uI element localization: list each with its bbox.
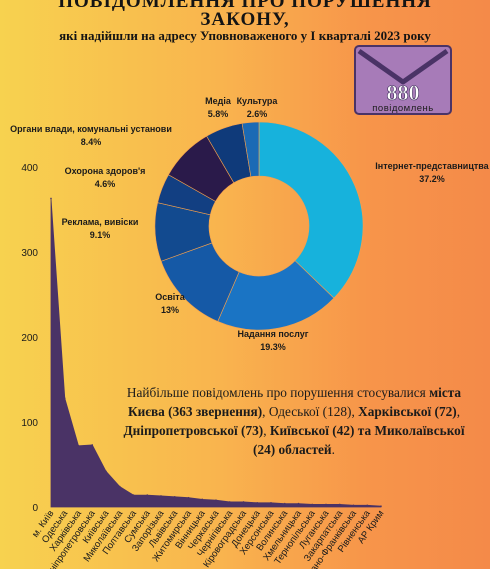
summary-part: . (331, 442, 335, 457)
page-title-line2: ЗАКОНУ, (200, 9, 290, 30)
donut-chart (154, 121, 364, 331)
slice-label-percent: 5.8% (207, 109, 229, 119)
slice-label: Культура 2.6% (232, 95, 282, 121)
slice-label-percent: 19.3% (260, 342, 286, 352)
slice-label-name: Інтернет-представництва (375, 161, 489, 171)
data-point (146, 494, 149, 496)
summary-part: , (263, 423, 270, 438)
summary-highlight: Дніпропетровської (73) (123, 423, 264, 438)
data-point (105, 470, 107, 473)
data-point (91, 444, 94, 446)
slice-label-percent: 8.4% (80, 137, 102, 147)
y-tick-label: 100 (21, 418, 38, 429)
slice-label: Органи влади, комунальні установи 8.4% (6, 123, 176, 149)
donut-slice (241, 121, 260, 178)
data-point (132, 494, 135, 496)
data-point (187, 496, 190, 499)
slice-label-percent: 4.6% (94, 179, 116, 189)
data-point (63, 397, 66, 400)
slice-label: Реклама, вивіски 9.1% (55, 216, 145, 242)
page-title-line1: ПОВІДОМЛЕННЯ ПРО ПОРУШЕННЯ (58, 0, 432, 12)
data-point (215, 499, 217, 502)
data-point (160, 495, 162, 497)
slice-label-name: Медіа (205, 96, 231, 106)
data-point (380, 505, 382, 507)
data-point (242, 501, 245, 503)
slice-label: Інтернет-представництва 37.2% (372, 160, 490, 186)
slice-label-name: Культура (236, 96, 278, 106)
slice-label: Освіта 13% (140, 291, 200, 317)
data-point (77, 445, 80, 447)
donut-slice (258, 121, 364, 299)
data-point (325, 503, 327, 506)
slice-label-percent: 9.1% (89, 230, 111, 240)
area-series (50, 198, 382, 508)
slice-label-percent: 2.6% (246, 109, 268, 119)
data-point (256, 501, 259, 504)
summary-part: Найбільше повідомлень про порушення стос… (126, 385, 430, 400)
total-count-label: повідомлень (372, 103, 434, 114)
data-point (338, 503, 341, 506)
y-tick-label: 400 (21, 163, 38, 174)
total-count: 880 (386, 80, 420, 106)
data-point (173, 496, 176, 498)
summary-highlight: Київської (42) та Миколаївської (24) обл… (253, 423, 465, 457)
page-subtitle: які надійшли на адресу Уповноваженого у … (59, 28, 431, 43)
data-point (270, 501, 272, 504)
slice-label-name: Надання послуг (237, 329, 309, 339)
slice-label-name: Реклама, вивіски (61, 217, 139, 227)
envelope-counter: 880 повідомлень (353, 44, 453, 116)
data-point (118, 485, 121, 488)
slice-label-percent: 13% (160, 305, 179, 315)
slice-label-percent: 37.2% (419, 174, 445, 184)
slice-label-name: Органи влади, комунальні установи (10, 124, 172, 134)
data-point (297, 502, 300, 505)
summary-highlight: Харківської (72) (358, 404, 457, 419)
y-tick-label: 300 (21, 248, 38, 259)
data-point (228, 501, 231, 503)
data-point (311, 503, 314, 506)
summary-part: , Одеської (128), (262, 404, 359, 419)
summary-highlight: міста Києва (363 звернення) (127, 385, 462, 419)
y-tick-label: 200 (21, 333, 38, 344)
slice-label-name: Охорона здоров'я (64, 166, 146, 176)
data-point (283, 502, 286, 505)
data-point (50, 197, 52, 200)
data-point (366, 504, 369, 507)
data-point (352, 504, 355, 507)
summary-part: , (456, 404, 461, 419)
y-tick-label: 0 (32, 503, 38, 514)
data-point (201, 498, 204, 501)
slice-label: Медіа 5.8% (200, 95, 236, 121)
slice-label: Надання послуг 19.3% (218, 328, 328, 354)
envelope-icon (354, 45, 452, 115)
slice-label-name: Освіта (155, 292, 185, 302)
slice-label: Охорона здоров'я 4.6% (55, 165, 155, 191)
summary-text: Найбільше повідомлень про порушення стос… (122, 383, 466, 459)
